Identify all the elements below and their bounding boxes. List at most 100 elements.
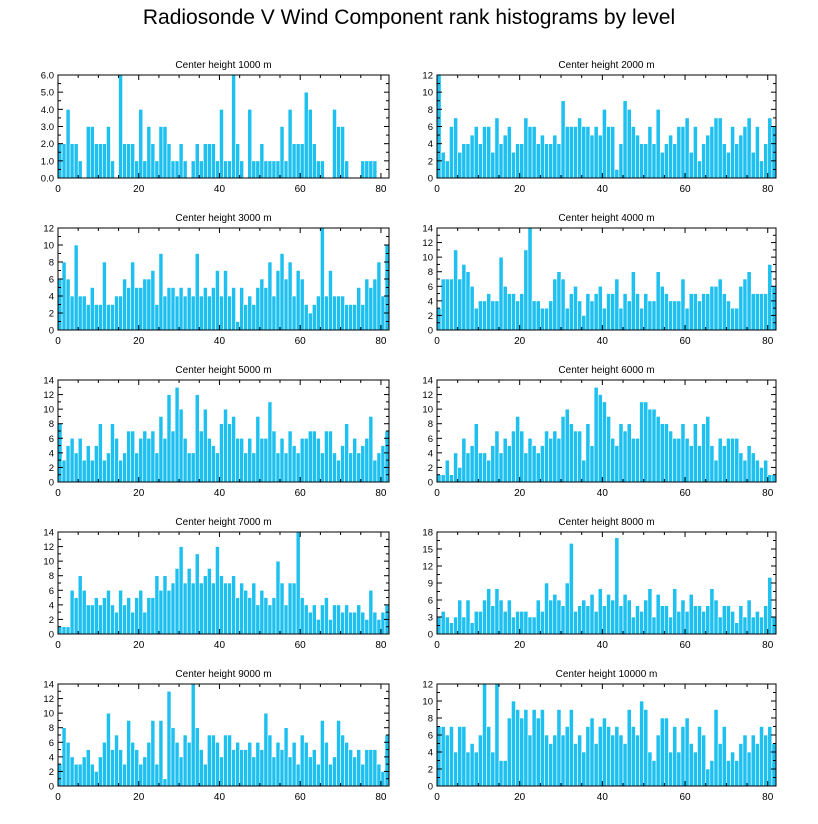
histogram-bar <box>247 437 253 483</box>
histogram-bar <box>556 599 562 635</box>
histogram-bar <box>102 261 107 331</box>
histogram-bar <box>568 543 574 635</box>
histogram-bar <box>231 416 236 483</box>
histogram-bar <box>726 760 731 787</box>
histogram-bar <box>750 151 756 179</box>
y-tick-label: 12 <box>43 542 54 553</box>
histogram-bar <box>614 537 620 635</box>
histogram-bar <box>655 594 661 635</box>
histogram-bar <box>211 734 216 787</box>
histogram-bar <box>486 459 492 483</box>
histogram-bar <box>593 386 599 483</box>
y-tick-label: 0.0 <box>41 174 54 185</box>
y-tick-label: 8 <box>428 419 433 430</box>
histogram-bar <box>77 160 83 179</box>
histogram-bar <box>146 597 152 635</box>
histogram-bar <box>336 295 341 331</box>
histogram-bar <box>312 749 317 787</box>
histogram-bar <box>324 741 329 787</box>
histogram-bar <box>535 300 541 331</box>
histogram-bar <box>162 295 168 331</box>
x-tick-label: 60 <box>295 336 307 347</box>
histogram-bar <box>767 577 773 635</box>
histogram-bar <box>312 430 317 483</box>
histogram-bar <box>170 582 176 635</box>
panel-title: Center height 6000 m <box>558 365 654 376</box>
panel-title: Center height 3000 m <box>175 213 271 224</box>
histogram-bar <box>368 160 374 179</box>
histogram-bar <box>372 611 378 635</box>
histogram-bar <box>154 304 160 331</box>
histogram-bar <box>211 287 216 331</box>
histogram-bar <box>287 756 293 787</box>
histogram-bar <box>146 741 152 787</box>
histogram-bar <box>440 151 446 179</box>
histogram-bar <box>602 605 607 635</box>
histogram-bar <box>81 589 87 635</box>
histogram-bar <box>279 437 285 483</box>
histogram-bar <box>336 126 341 179</box>
histogram-bar <box>647 408 653 483</box>
panel-title: Center height 1000 m <box>175 60 271 71</box>
histogram-bar <box>73 244 79 331</box>
histogram-bar <box>515 611 520 635</box>
histogram-bar <box>552 134 558 179</box>
histogram-bar <box>444 616 450 635</box>
histogram-bar <box>610 293 616 331</box>
histogram-bar <box>738 134 744 179</box>
histogram-bar <box>255 741 261 787</box>
histogram-bar <box>247 295 253 331</box>
histogram-bar <box>502 285 508 331</box>
histogram-bar <box>755 126 760 179</box>
x-tick-label: 40 <box>597 336 609 347</box>
histogram-bar <box>134 597 140 635</box>
histogram-bar <box>473 307 479 331</box>
histogram-bar <box>376 261 382 331</box>
histogram-bar <box>672 726 678 787</box>
histogram-bar <box>299 437 305 483</box>
histogram-bar <box>461 264 467 331</box>
histogram-bar <box>672 143 678 179</box>
histogram-bar <box>235 321 240 331</box>
histogram-bar <box>482 300 487 331</box>
histogram-bar <box>279 582 285 635</box>
histogram-bar <box>57 626 63 635</box>
y-tick-label: 2 <box>428 463 433 474</box>
histogram-bar <box>239 582 244 635</box>
histogram-bar <box>291 445 297 483</box>
histogram-bar <box>593 293 599 331</box>
histogram-bar <box>106 452 111 483</box>
histogram-bar <box>142 611 148 635</box>
histogram-bar <box>328 763 333 787</box>
histogram-bar <box>734 307 740 331</box>
histogram-bar <box>316 160 321 179</box>
histogram-bar <box>203 575 208 635</box>
histogram-bar <box>227 423 232 483</box>
histogram-bar <box>511 616 516 635</box>
histogram-bar <box>581 751 587 787</box>
y-tick-label: 0 <box>49 630 54 641</box>
histogram-bar <box>307 312 313 331</box>
histogram-bar <box>130 741 135 787</box>
histogram-bar <box>523 117 529 179</box>
histogram-bar <box>303 91 309 179</box>
y-tick-label: 10 <box>43 241 54 252</box>
histogram-bar <box>465 751 471 787</box>
histogram-bar <box>506 126 512 179</box>
histogram-bar <box>94 771 99 787</box>
histogram-bar <box>705 293 711 331</box>
histogram-bar <box>118 589 123 635</box>
histogram-bar <box>102 143 107 179</box>
histogram-bar <box>552 734 558 787</box>
histogram-bar <box>194 394 200 483</box>
histogram-bar <box>316 295 321 331</box>
histogram-bar <box>126 720 131 787</box>
histogram-bar <box>453 751 458 787</box>
histogram-bar <box>190 582 196 635</box>
panel-title: Center height 8000 m <box>558 517 654 528</box>
histogram-bar <box>215 741 220 787</box>
histogram-bar <box>705 768 711 787</box>
histogram-bar <box>688 445 694 483</box>
x-tick-label: 80 <box>375 640 387 651</box>
histogram-bar <box>556 271 562 331</box>
